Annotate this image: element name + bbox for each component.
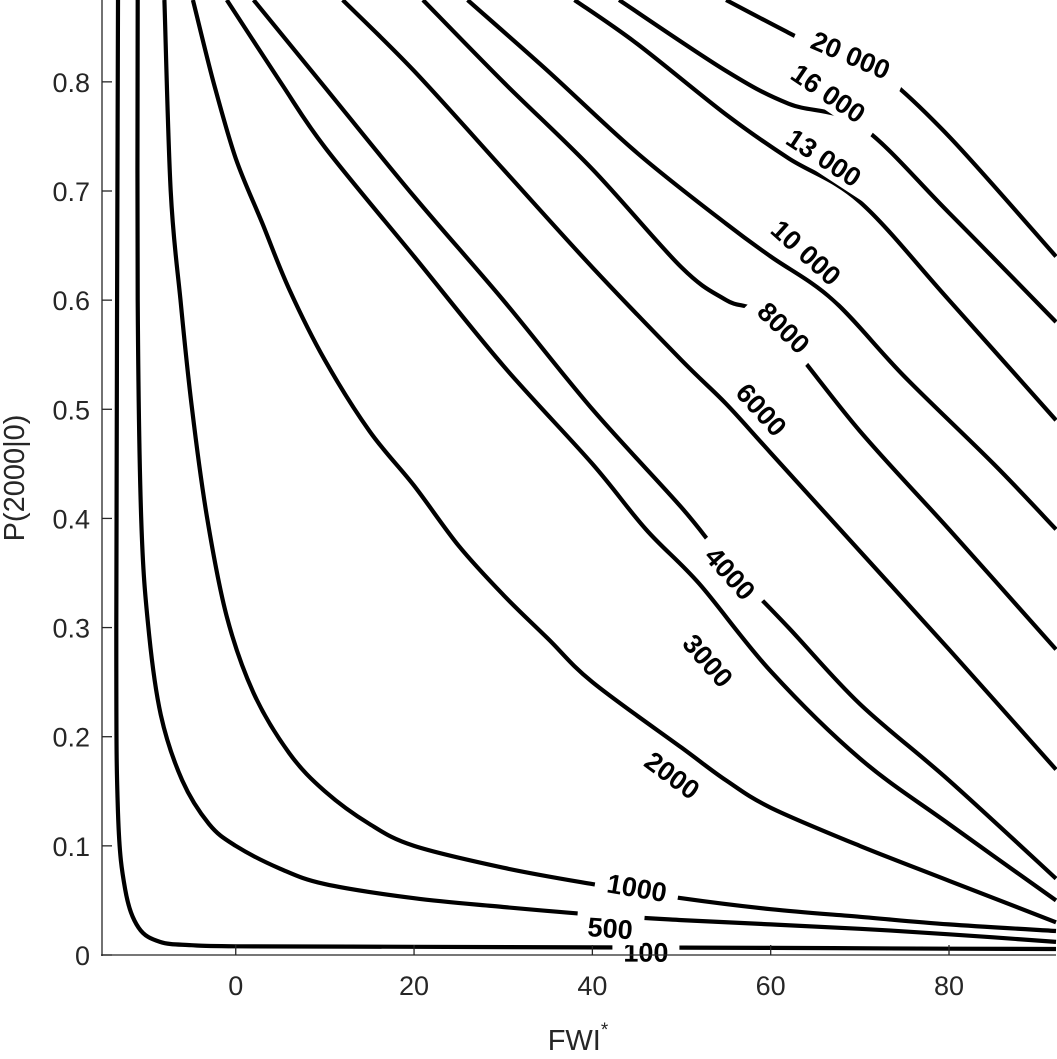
y-tick-label: 0.8 bbox=[52, 68, 90, 98]
x-tick-label: 0 bbox=[228, 971, 243, 1001]
contour-line-6000 bbox=[341, 0, 1057, 771]
y-tick-label: 0 bbox=[75, 941, 90, 971]
plot-area bbox=[102, 0, 1056, 955]
y-tick-label: 0.7 bbox=[52, 177, 90, 207]
contour-label-gap bbox=[668, 618, 749, 703]
y-axis-label: P(2000|0) bbox=[0, 415, 31, 542]
y-tick-label: 0.5 bbox=[52, 395, 90, 425]
contour-label-500: 500 bbox=[587, 912, 634, 945]
x-axis-ticks: 0 20 40 60 80 bbox=[228, 945, 964, 1001]
x-axis-label-superscript: * bbox=[601, 1020, 609, 1041]
y-tick-label: 0.4 bbox=[52, 504, 90, 534]
contour-line-500 bbox=[135, 0, 1057, 944]
contour-label-gap bbox=[592, 864, 682, 911]
y-tick-label: 0.1 bbox=[52, 832, 90, 862]
contour-label-gap bbox=[629, 737, 716, 813]
contour-line-10000 bbox=[466, 0, 1057, 531]
contour-line-3000 bbox=[225, 0, 1057, 903]
contour-label-gap bbox=[766, 111, 883, 203]
y-tick-label: 0.3 bbox=[52, 614, 90, 644]
contour-line-8000 bbox=[421, 0, 1057, 651]
x-tick-label: 60 bbox=[756, 971, 786, 1001]
contour-label-gap bbox=[770, 46, 887, 140]
x-axis-label-text: FWI bbox=[548, 1025, 601, 1057]
contour-label-gap bbox=[751, 200, 861, 304]
contour-lines bbox=[114, 0, 1057, 952]
x-axis-label: FWI* bbox=[548, 1020, 609, 1057]
y-tick-label: 0.6 bbox=[52, 286, 90, 316]
x-tick-label: 40 bbox=[577, 971, 607, 1001]
x-tick-label: 80 bbox=[934, 971, 964, 1001]
x-tick-label: 20 bbox=[399, 971, 429, 1001]
y-tick-label: 0.2 bbox=[52, 723, 90, 753]
y-axis-ticks: 0 0.1 0.2 0.3 0.4 0.5 0.6 0.7 0.8 bbox=[52, 68, 112, 971]
contour-line-13000 bbox=[573, 0, 1057, 422]
contour-label-gap bbox=[742, 286, 826, 369]
contour-line-4000 bbox=[251, 0, 1057, 881]
contour-label-gap bbox=[721, 367, 802, 452]
contour-label-gap bbox=[790, 16, 912, 93]
contour-line-2000 bbox=[190, 0, 1057, 925]
contour-label-gap bbox=[690, 530, 771, 616]
contour-line-1000 bbox=[162, 0, 1057, 934]
contour-label-gap bbox=[575, 909, 645, 947]
